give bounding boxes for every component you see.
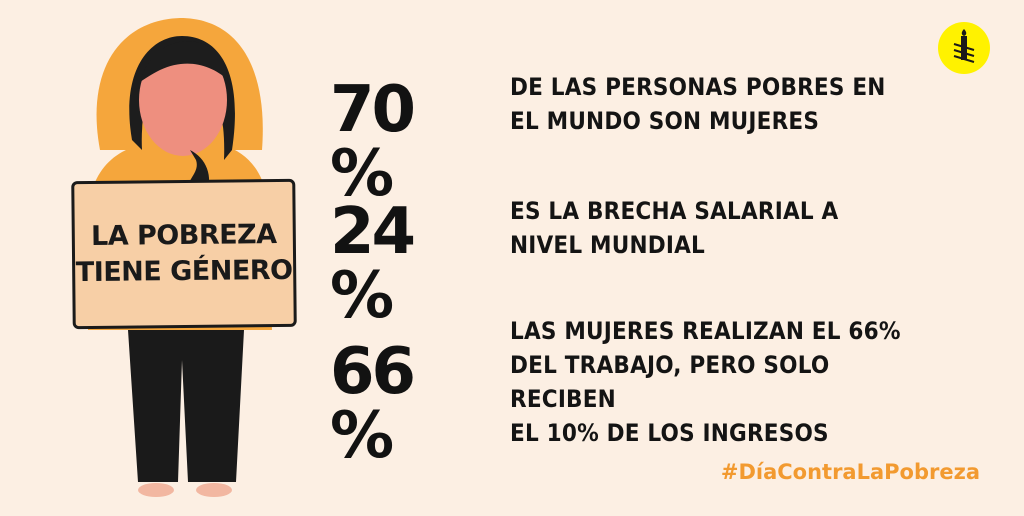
woman-illustration: LA POBREZA TIENE GÉNERO — [0, 0, 320, 512]
hashtag: #DíaContraLaPobreza — [720, 460, 980, 484]
stat-3-line-1: LAS MUJERES REALIZAN EL 66% — [510, 317, 901, 345]
sign-line-1: LA POBREZA — [90, 219, 277, 252]
protest-sign: LA POBREZA TIENE GÉNERO — [71, 178, 297, 330]
stat-description-3: LAS MUJERES REALIZAN EL 66% DEL TRABAJO,… — [510, 314, 940, 450]
stat-value-1: 70 % — [330, 73, 416, 211]
stat-2-line-1: ES LA BRECHA SALARIAL A — [510, 197, 839, 225]
stat-1-line-2: EL MUNDO SON MUJERES — [510, 107, 820, 135]
candle-in-barbed-wire-icon — [953, 29, 975, 63]
stat-value-3: 66 % — [330, 335, 416, 473]
stat-1-line-1: DE LAS PERSONAS POBRES EN — [510, 73, 886, 101]
stat-value-2: 24 % — [330, 195, 416, 333]
stat-3-line-3: EL 10% DE LOS INGRESOS — [510, 419, 829, 447]
amnesty-logo — [938, 22, 990, 74]
stat-3-line-2: DEL TRABAJO, PERO SOLO RECIBEN — [510, 351, 830, 413]
stat-2-line-2: NIVEL MUNDIAL — [510, 231, 705, 259]
sign-line-2: TIENE GÉNERO — [75, 254, 293, 289]
stat-description-2: ES LA BRECHA SALARIAL A NIVEL MUNDIAL — [510, 194, 940, 262]
stat-description-1: DE LAS PERSONAS POBRES EN EL MUNDO SON M… — [510, 70, 940, 138]
